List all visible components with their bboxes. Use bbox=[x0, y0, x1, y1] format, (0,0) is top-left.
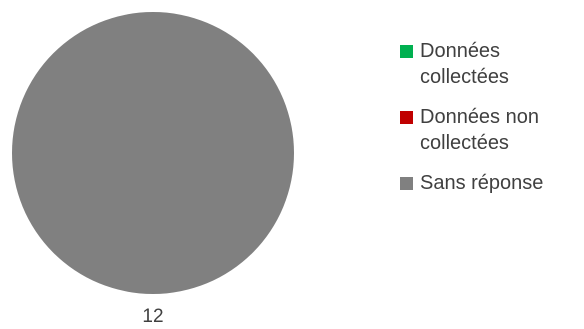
legend-item-donnees-non-collectees: Données non collectées bbox=[400, 104, 580, 156]
legend-label: Données non collectées bbox=[420, 106, 539, 154]
chart-legend: Données collectées Données non collectées… bbox=[400, 38, 580, 210]
pie-slices bbox=[12, 12, 294, 294]
legend-item-sans-reponse: Sans réponse bbox=[400, 170, 580, 196]
pie-slice-sans-reponse bbox=[12, 12, 294, 294]
legend-label: Données collectées bbox=[420, 40, 509, 88]
legend-label: Sans réponse bbox=[420, 172, 544, 194]
legend-swatch bbox=[400, 111, 413, 124]
legend-swatch bbox=[400, 45, 413, 58]
pie-data-label: 12 bbox=[142, 306, 163, 327]
legend-swatch bbox=[400, 177, 413, 190]
legend-item-donnees-collectees: Données collectées bbox=[400, 38, 580, 90]
pie-data-labels: 12 bbox=[142, 306, 163, 327]
